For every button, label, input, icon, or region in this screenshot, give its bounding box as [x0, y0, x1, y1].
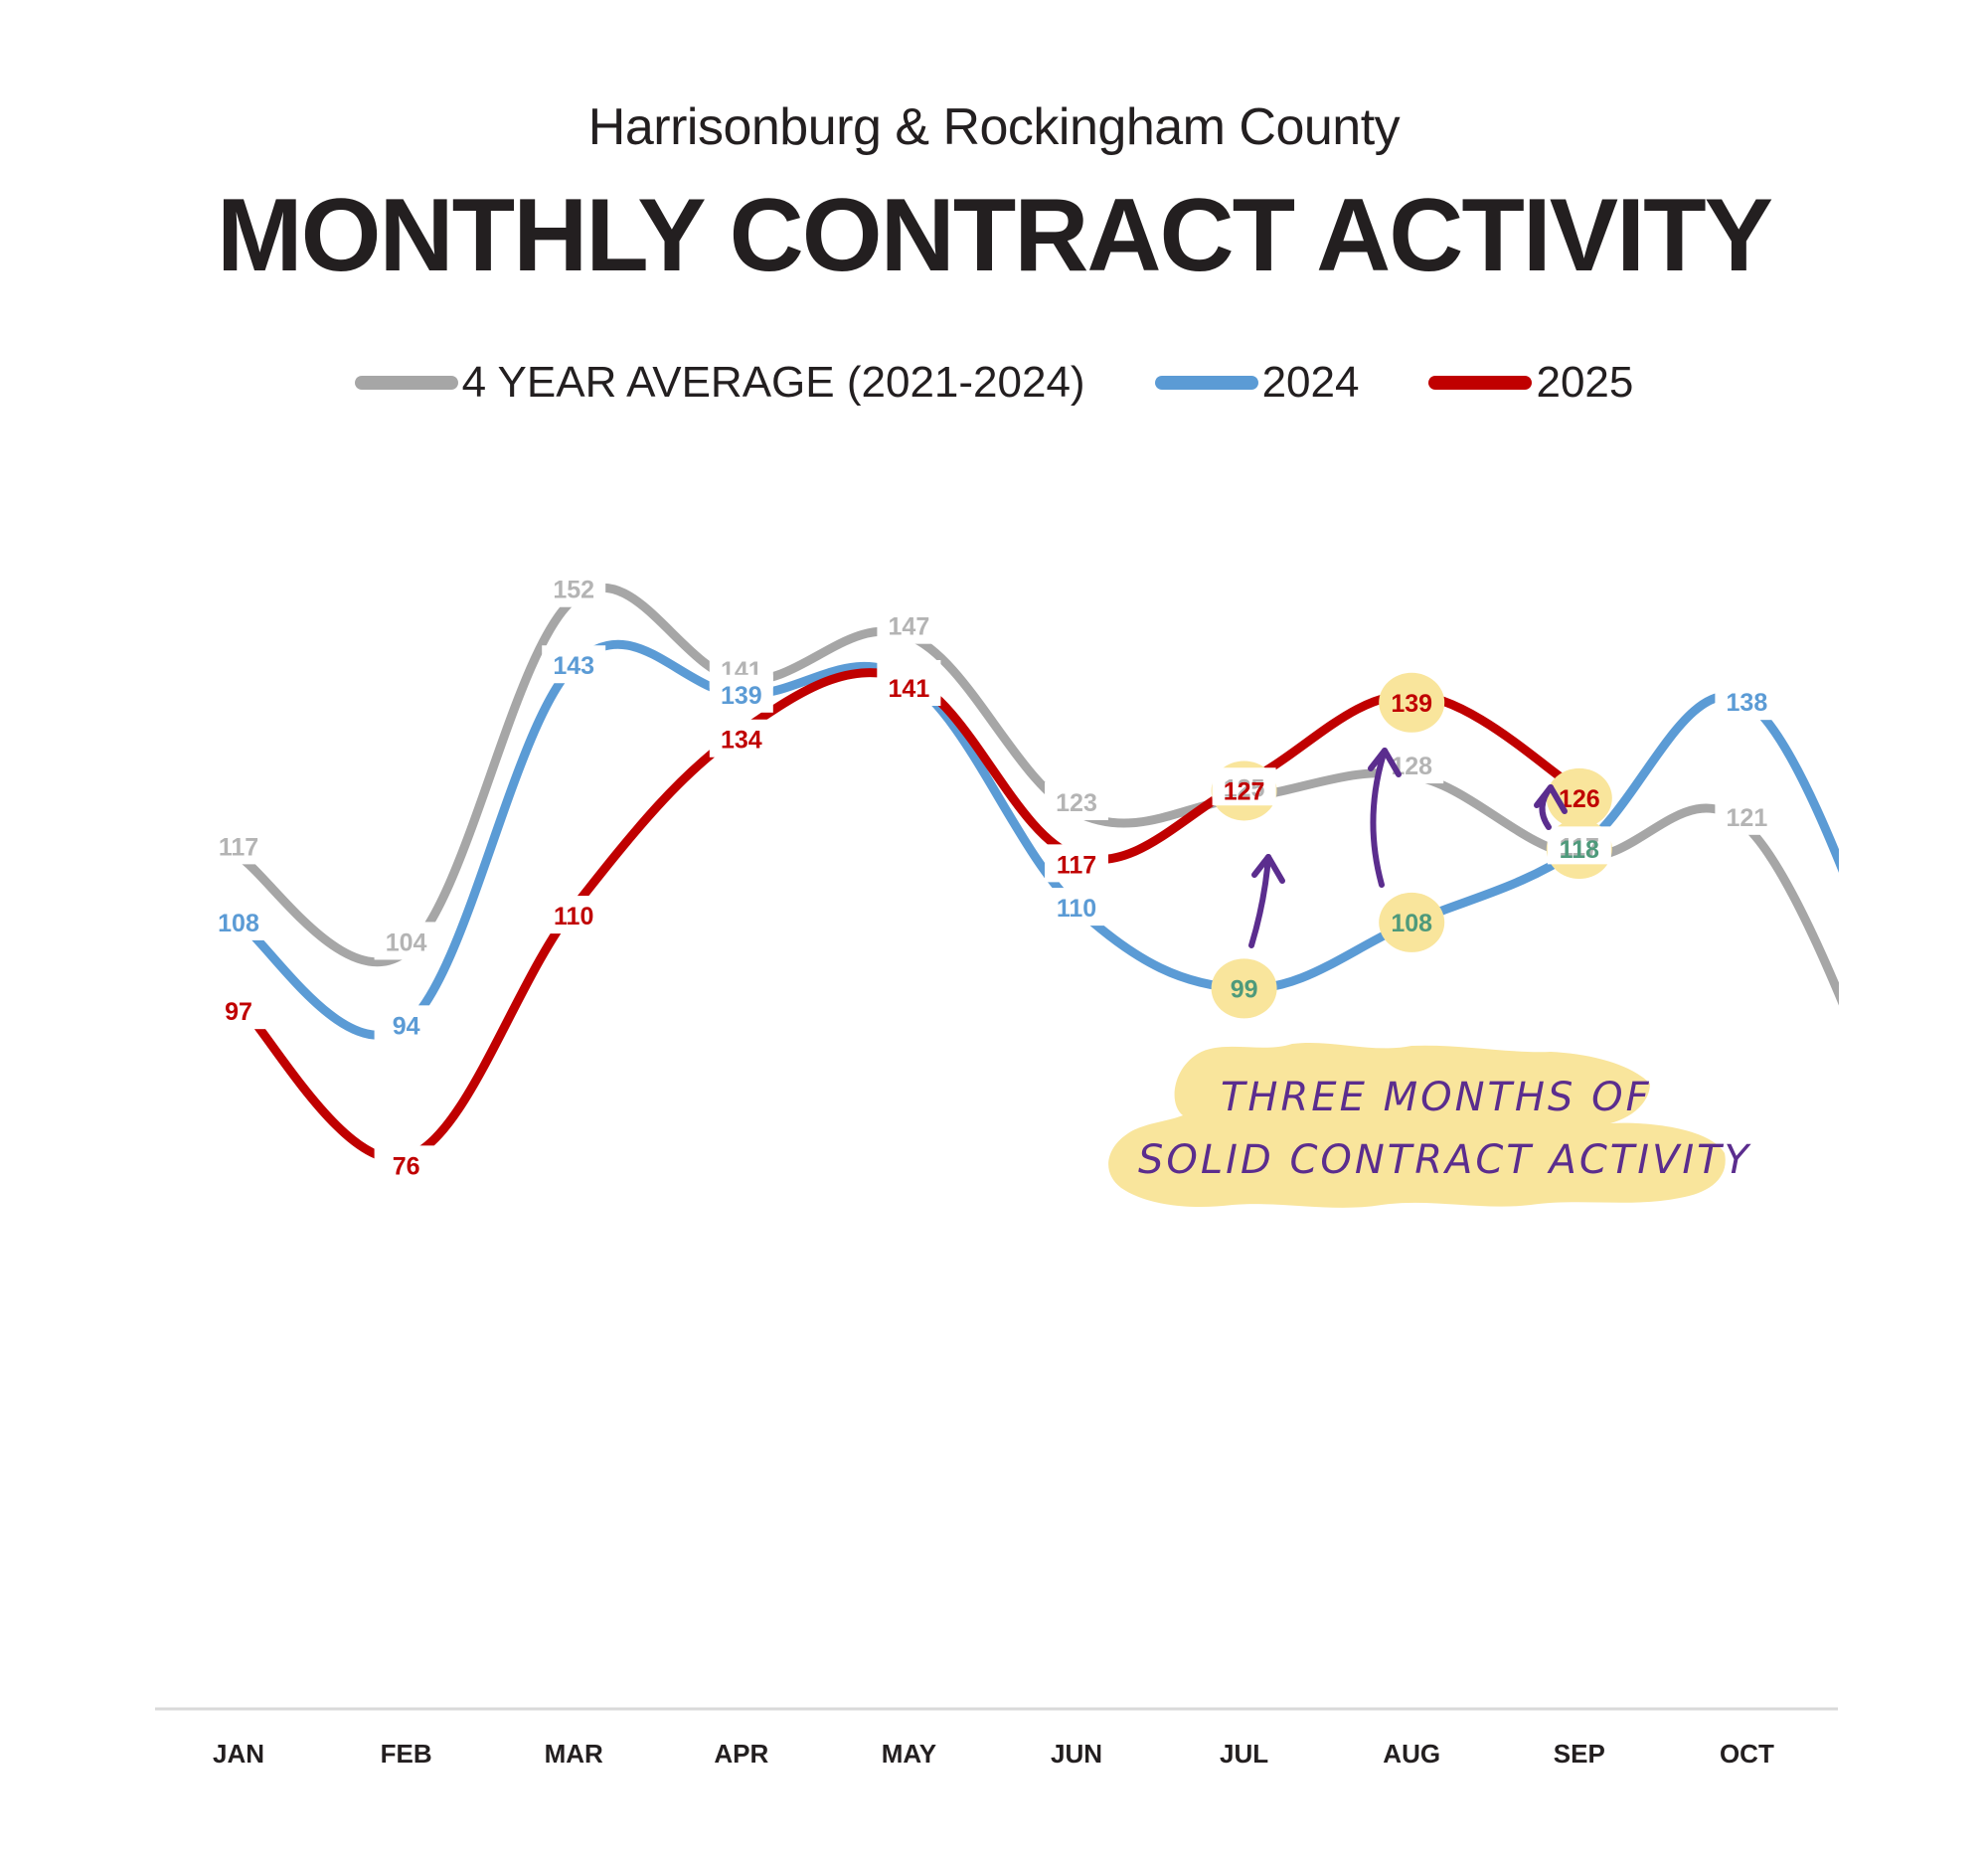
annotation-arrowhead: [1368, 748, 1402, 777]
label-knockout: [207, 991, 270, 1030]
data-label-2025-aug: 139: [1391, 690, 1432, 718]
data-label-2024-mar: 143: [553, 652, 594, 680]
x-tick-label-apr: APR: [714, 1739, 768, 1769]
x-tick-label-feb: FEB: [381, 1739, 432, 1769]
annotation-arrows: [1248, 748, 1568, 948]
label-knockout: [1715, 796, 1779, 835]
legend-label-2024: 2024: [1261, 358, 1360, 407]
legend-swatch-average: [354, 376, 458, 390]
data-label-2024-jul: 99: [1231, 975, 1258, 1003]
data-label-2025-jul: 127: [1224, 777, 1265, 805]
data-label-2024-aug: 108: [1391, 910, 1432, 937]
data-label-average-sep: 117: [1560, 833, 1599, 861]
annotation-note: THREE MONTHS OF SOLID CONTRACT ACTIVITY: [1108, 1042, 1752, 1208]
data-label-average-feb: 104: [386, 928, 427, 956]
data-label-2025-apr: 134: [721, 727, 762, 755]
series-lines: [235, 583, 1839, 1164]
annotation-highlight-background: [1108, 1042, 1726, 1208]
x-tick-label-jun: JUN: [1051, 1739, 1102, 1769]
data-label-2025-mar: 110: [554, 903, 593, 930]
legend-label-2025: 2025: [1536, 358, 1634, 407]
x-tick-label-mar: MAR: [545, 1739, 603, 1769]
annotation-line-1: THREE MONTHS OF: [1221, 1075, 1652, 1120]
series-line-2024: [236, 639, 1839, 1040]
data-label-2025-jan: 97: [225, 998, 252, 1026]
label-knockout: [1212, 767, 1276, 806]
data-label-average-oct: 121: [1727, 804, 1768, 832]
label-knockout: [1547, 826, 1611, 865]
data-label-2024-sep: 118: [1560, 836, 1599, 864]
annotation-arrow: [1248, 854, 1271, 948]
legend-item-average: 4 YEAR AVERAGE (2021-2024): [354, 358, 1085, 408]
label-knockout: [542, 896, 606, 934]
data-label-average-jul: 125: [1224, 774, 1265, 802]
label-knockout: [709, 719, 773, 758]
legend-swatch-2024: [1154, 376, 1258, 390]
label-knockout: [207, 902, 270, 940]
data-label-average-may: 147: [889, 613, 930, 641]
x-tick-label-jan: JAN: [213, 1739, 264, 1769]
label-knockout: [709, 674, 773, 713]
label-knockout: [877, 605, 941, 644]
annotation-arrowhead: [1534, 784, 1568, 814]
data-label-2025-jun: 117: [1057, 851, 1096, 879]
label-knockout: [542, 569, 606, 607]
legend-item-2025: 2025: [1428, 358, 1633, 408]
label-knockout: [374, 1005, 438, 1044]
x-tick-label-oct: OCT: [1720, 1739, 1774, 1769]
data-label-2024-apr: 139: [721, 682, 762, 710]
label-knockout: [1045, 888, 1108, 927]
x-axis-tick-labels: JAN FEB MAR APR MAY JUN JUL AUG SEP OCT: [213, 1739, 1774, 1769]
highlight-blob: [1379, 672, 1445, 733]
chart-subtitle: Harrisonburg & Rockingham County: [587, 98, 1401, 156]
data-label-average-mar: 152: [553, 577, 594, 604]
annotation-line-2: SOLID CONTRACT ACTIVITY: [1138, 1137, 1752, 1183]
legend-item-2024: 2024: [1154, 358, 1360, 408]
x-tick-label-jul: JUL: [1220, 1739, 1268, 1769]
legend-swatch-2025: [1428, 376, 1533, 390]
label-knockout: [1715, 682, 1779, 721]
legend: 4 YEAR AVERAGE (2021-2024) 2024 2025: [0, 358, 1988, 408]
data-label-2024-jan: 108: [218, 910, 259, 937]
legend-label-average: 4 YEAR AVERAGE (2021-2024): [461, 358, 1085, 407]
annotation-arrow: [1370, 748, 1388, 888]
data-label-average-jun: 123: [1056, 789, 1097, 817]
data-label-2025-may: 141: [889, 675, 930, 703]
label-knockout: [1045, 782, 1108, 821]
x-tick-label-aug: AUG: [1383, 1739, 1440, 1769]
highlight-blob: [1211, 958, 1277, 1019]
label-knockout: [542, 645, 606, 684]
label-knockout: [877, 668, 941, 707]
data-label-average-jan: 117: [219, 833, 258, 861]
data-label-2025-feb: 76: [393, 1152, 420, 1180]
label-knockout: [1045, 844, 1108, 883]
annotation-arrowhead: [1251, 854, 1285, 884]
label-knockout: [374, 1145, 438, 1184]
x-tick-label-sep: SEP: [1554, 1739, 1605, 1769]
x-tick-label-may: MAY: [882, 1739, 936, 1769]
data-label-2024-jun: 110: [1057, 895, 1096, 923]
data-label-2024-feb: 94: [393, 1012, 420, 1040]
chart-title: MONTHLY CONTRACT ACTIVITY: [217, 178, 1773, 293]
data-label-2024-oct: 138: [1727, 689, 1768, 717]
highlight-blob: [1379, 892, 1445, 952]
series-line-average: [236, 583, 1839, 1006]
label-knockout: [374, 922, 438, 960]
label-knockout: [207, 826, 270, 865]
